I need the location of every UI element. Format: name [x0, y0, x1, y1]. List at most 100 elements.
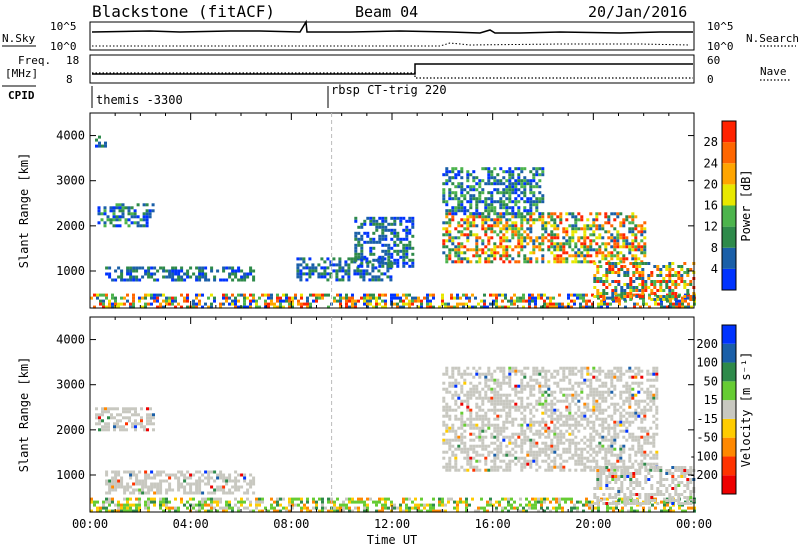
echo-cell	[132, 270, 135, 273]
echo-cell	[631, 388, 634, 391]
echo-cell	[547, 433, 550, 436]
echo-cell	[384, 235, 387, 238]
echo-cell	[556, 385, 559, 388]
echo-cell	[469, 466, 472, 469]
echo-cell	[369, 498, 372, 501]
echo-cell	[643, 254, 646, 257]
echo-cell	[116, 413, 119, 416]
echo-cell	[529, 385, 532, 388]
echo-cell	[140, 419, 143, 422]
echo-cell	[586, 457, 589, 460]
echo-cell	[348, 297, 351, 300]
echo-cell	[134, 410, 137, 413]
echo-cell	[580, 388, 583, 391]
echo-cell	[553, 245, 556, 248]
echo-cell	[128, 209, 131, 212]
echo-cell	[445, 469, 448, 472]
echo-cell	[171, 270, 174, 273]
echo-cell	[620, 472, 623, 475]
echo-cell	[604, 457, 607, 460]
echo-cell	[317, 275, 320, 278]
echo-cell	[463, 382, 466, 385]
echo-cell	[240, 294, 243, 297]
echo-cell	[535, 400, 538, 403]
echo-cell	[237, 489, 240, 492]
echo-cell	[442, 200, 445, 203]
echo-cell	[605, 271, 608, 274]
echo-cell	[583, 457, 586, 460]
echo-cell	[466, 221, 469, 224]
echo-cell	[460, 424, 463, 427]
echo-cell	[108, 273, 111, 276]
echo-cell	[489, 501, 492, 504]
echo-cell	[499, 212, 502, 215]
echo-cell	[568, 415, 571, 418]
echo-cell	[210, 267, 213, 270]
echo-cell	[505, 209, 508, 212]
echo-cell	[113, 212, 116, 215]
echo-cell	[99, 300, 102, 303]
echo-cell	[508, 218, 511, 221]
echo-cell	[475, 224, 478, 227]
echo-cell	[129, 507, 132, 510]
echo-cell	[469, 197, 472, 200]
echo-cell	[495, 300, 498, 303]
echo-cell	[122, 425, 125, 428]
echo-cell	[649, 391, 652, 394]
echo-cell	[559, 469, 562, 472]
echo-cell	[279, 297, 282, 300]
echo-cell	[210, 294, 213, 297]
echo-cell	[520, 439, 523, 442]
echo-cell	[499, 242, 502, 245]
echo-cell	[128, 419, 131, 422]
echo-cell	[617, 262, 620, 265]
echo-cell	[498, 501, 501, 504]
echo-cell	[583, 367, 586, 370]
echo-cell	[553, 460, 556, 463]
echo-cell	[348, 498, 351, 501]
echo-cell	[222, 477, 225, 480]
echo-cell	[511, 215, 514, 218]
echo-cell	[546, 498, 549, 501]
echo-cell	[297, 300, 300, 303]
echo-cell	[585, 498, 588, 501]
echo-cell	[598, 445, 601, 448]
echo-cell	[677, 274, 680, 277]
echo-cell	[475, 388, 478, 391]
echo-cell	[553, 242, 556, 245]
echo-cell	[637, 445, 640, 448]
echo-cell	[131, 212, 134, 215]
echo-cell	[625, 242, 628, 245]
echo-cell	[608, 496, 611, 499]
echo-cell	[312, 498, 315, 501]
echo-cell	[478, 445, 481, 448]
echo-cell	[447, 498, 450, 501]
echo-cell	[640, 224, 643, 227]
echo-cell	[478, 469, 481, 472]
echo-cell	[469, 206, 472, 209]
echo-cell	[507, 501, 510, 504]
echo-cell	[171, 267, 174, 270]
echo-cell	[381, 238, 384, 241]
echo-cell	[378, 241, 381, 244]
echo-cell	[637, 385, 640, 388]
echo-cell	[637, 400, 640, 403]
echo-cell	[441, 300, 444, 303]
echo-cell	[472, 367, 475, 370]
echo-cell	[535, 460, 538, 463]
echo-cell	[634, 254, 637, 257]
y-tick-label: 1000	[56, 468, 85, 482]
echo-cell	[607, 391, 610, 394]
echo-cell	[586, 397, 589, 400]
echo-cell	[616, 242, 619, 245]
echo-cell	[347, 275, 350, 278]
echo-cell	[592, 248, 595, 251]
echo-cell	[628, 245, 631, 248]
echo-cell	[487, 227, 490, 230]
echo-cell	[165, 474, 168, 477]
echo-cell	[580, 391, 583, 394]
echo-cell	[135, 507, 138, 510]
echo-cell	[602, 280, 605, 283]
echo-cell	[459, 303, 462, 306]
echo-cell	[613, 424, 616, 427]
